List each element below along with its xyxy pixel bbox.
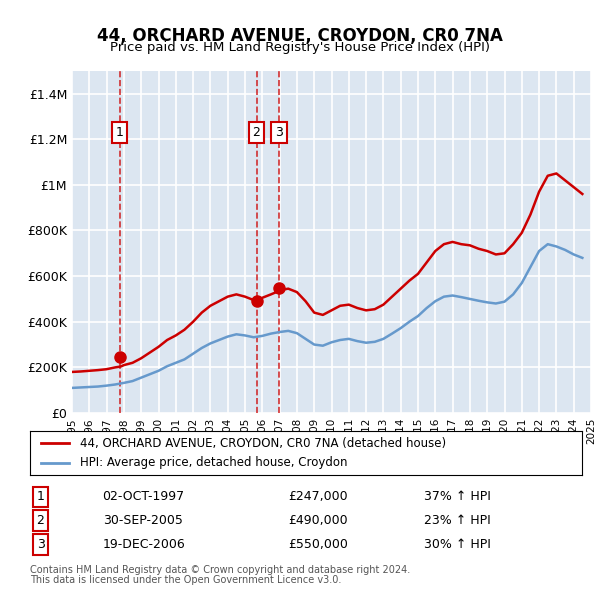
Text: 2: 2 [37,514,44,527]
Text: £490,000: £490,000 [289,514,349,527]
Text: 3: 3 [275,126,283,139]
Text: 30-SEP-2005: 30-SEP-2005 [103,514,182,527]
Text: This data is licensed under the Open Government Licence v3.0.: This data is licensed under the Open Gov… [30,575,341,585]
Text: 30% ↑ HPI: 30% ↑ HPI [424,538,491,551]
Text: 1: 1 [37,490,44,503]
Text: Contains HM Land Registry data © Crown copyright and database right 2024.: Contains HM Land Registry data © Crown c… [30,565,410,575]
Text: HPI: Average price, detached house, Croydon: HPI: Average price, detached house, Croy… [80,456,347,469]
Text: 3: 3 [37,538,44,551]
Text: 23% ↑ HPI: 23% ↑ HPI [424,514,491,527]
Text: 44, ORCHARD AVENUE, CROYDON, CR0 7NA (detached house): 44, ORCHARD AVENUE, CROYDON, CR0 7NA (de… [80,437,446,450]
Text: £550,000: £550,000 [289,538,349,551]
Text: 02-OCT-1997: 02-OCT-1997 [103,490,185,503]
Text: £247,000: £247,000 [289,490,349,503]
Text: 2: 2 [253,126,260,139]
Text: 44, ORCHARD AVENUE, CROYDON, CR0 7NA: 44, ORCHARD AVENUE, CROYDON, CR0 7NA [97,27,503,45]
Text: 1: 1 [116,126,124,139]
Text: 37% ↑ HPI: 37% ↑ HPI [424,490,491,503]
Text: 19-DEC-2006: 19-DEC-2006 [103,538,185,551]
Text: Price paid vs. HM Land Registry's House Price Index (HPI): Price paid vs. HM Land Registry's House … [110,41,490,54]
